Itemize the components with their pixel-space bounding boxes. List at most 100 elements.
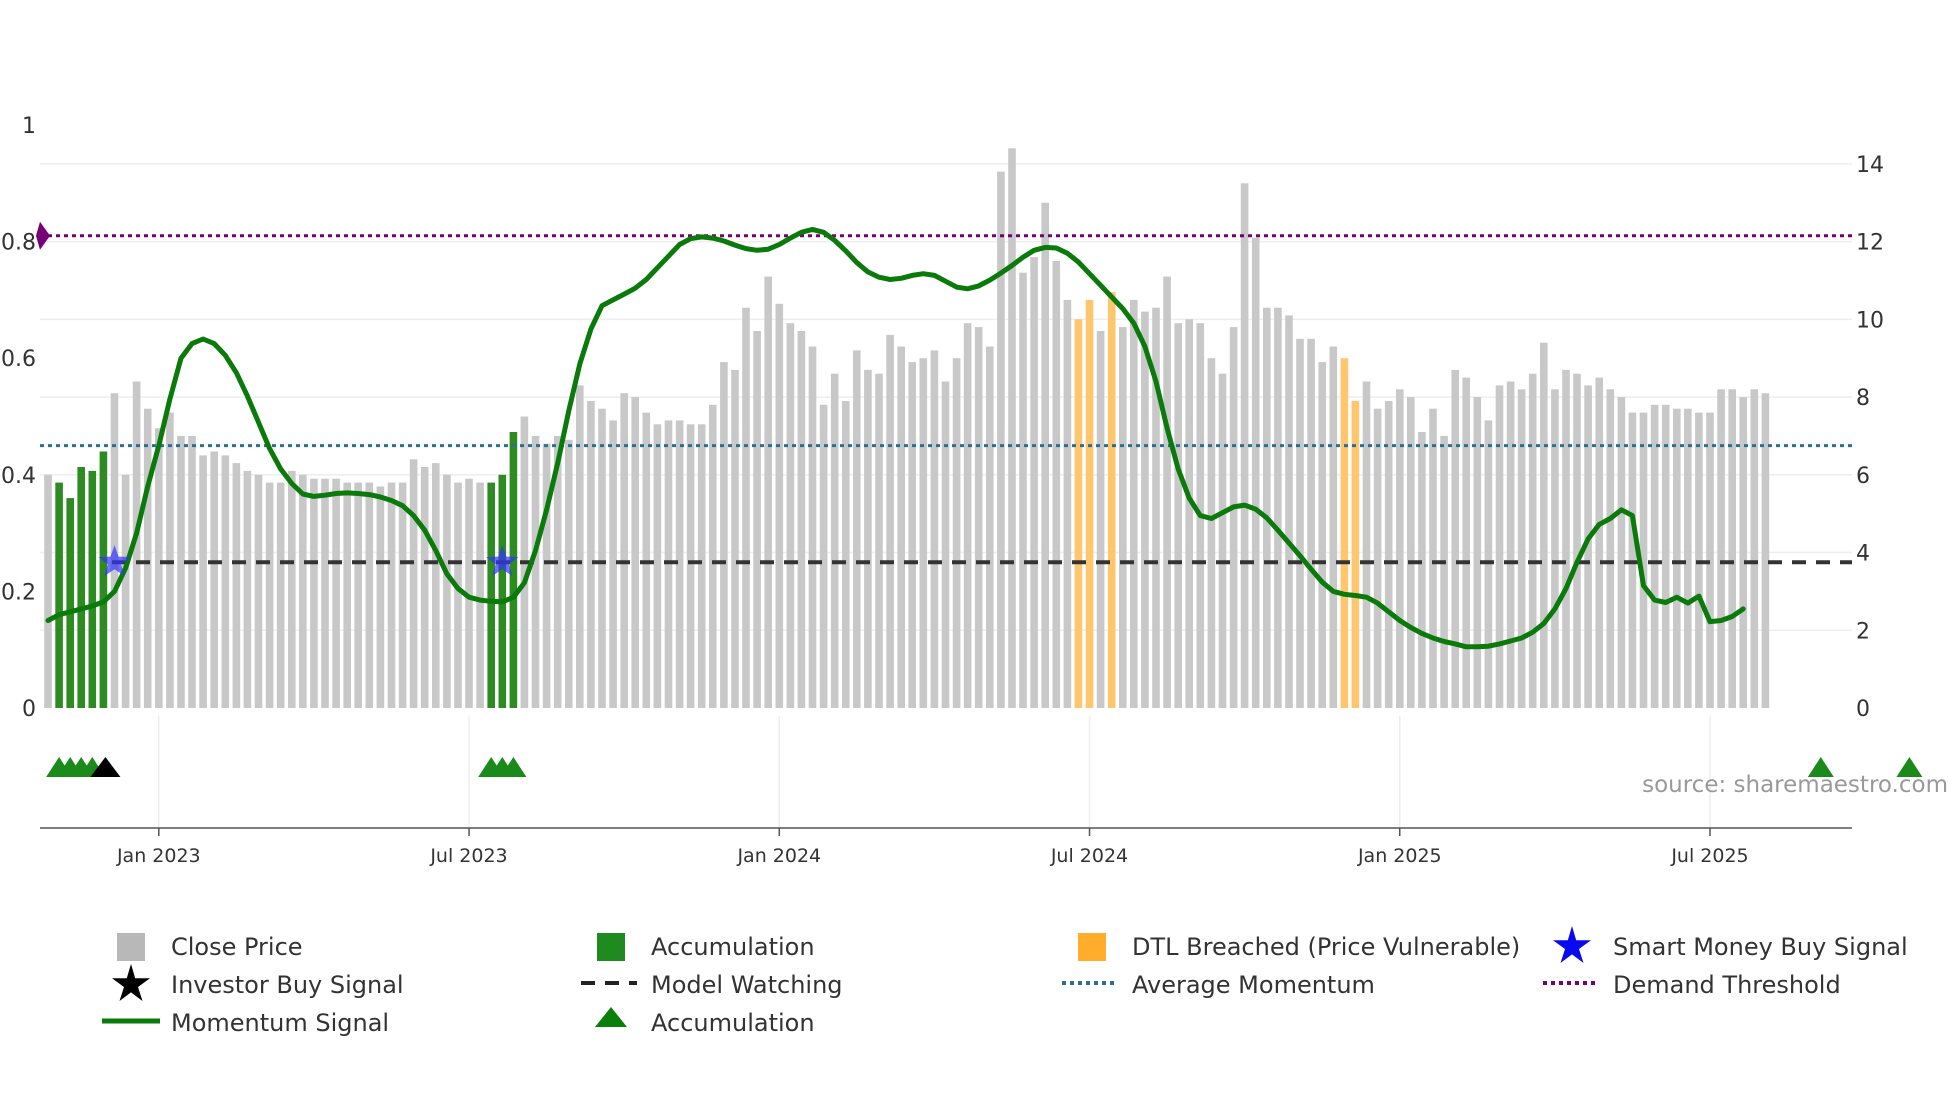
close-price-bar	[819, 404, 828, 708]
legend-model-watching-label: Model Watching	[651, 971, 843, 999]
close-price-bar	[1240, 183, 1249, 709]
close-price-bar	[465, 478, 473, 708]
close-price-bar	[565, 439, 573, 708]
close-price-bar	[1141, 311, 1149, 708]
dtl-breached-bar	[1340, 358, 1349, 708]
right-axis-tick-label: 0	[1856, 697, 1870, 722]
close-price-bar	[1019, 272, 1027, 708]
close-price-bar	[343, 482, 351, 708]
close-price-bar	[908, 362, 916, 708]
close-price-bar	[919, 358, 928, 708]
close-price-bar	[1473, 397, 1482, 708]
close-price-bar	[631, 397, 639, 708]
legend-dtl-label: DTL Breached (Price Vulnerable)	[1132, 933, 1520, 961]
demand-threshold-marker	[36, 221, 50, 250]
legend-close-swatch	[117, 933, 145, 961]
date-tick-label: Jul 2023	[429, 845, 507, 867]
close-price-bar	[44, 474, 52, 708]
close-price-bar	[720, 362, 728, 708]
close-price-bar	[1750, 389, 1759, 708]
left-axis-tick-label: 0.6	[1, 347, 36, 372]
close-price-bar	[974, 327, 983, 708]
legend-accumulation-triangle-icon	[595, 1007, 627, 1027]
accumulation-bar	[55, 482, 63, 708]
bar-series	[44, 148, 1770, 709]
close-price-bar	[930, 350, 939, 708]
close-price-bar	[398, 482, 407, 708]
dtl-breached-bar	[1085, 299, 1094, 708]
accumulation-bar	[498, 474, 507, 708]
close-price-bar	[675, 420, 684, 708]
close-price-bar	[365, 482, 374, 708]
close-price-bar	[853, 350, 861, 708]
close-price-bar	[1373, 408, 1382, 708]
left-axis-tick-label: 0.8	[1, 231, 36, 256]
close-price-bar	[1595, 377, 1603, 708]
close-price-bar	[709, 404, 717, 708]
close-price-bar	[686, 424, 695, 708]
legend-demand-label: Demand Threshold	[1613, 971, 1841, 999]
accumulation-bar	[487, 482, 495, 708]
left-axis-tick-label: 1	[22, 114, 36, 139]
legend-smart-money-label: Smart Money Buy Signal	[1613, 933, 1908, 961]
close-price-bar	[553, 435, 562, 708]
source-label: source: sharemaestro.com	[1642, 772, 1948, 798]
close-price-bar	[1119, 327, 1127, 708]
close-price-bar	[775, 303, 784, 708]
close-price-bar	[443, 474, 451, 708]
close-price-bar	[1307, 338, 1315, 708]
close-price-bar	[1362, 381, 1371, 708]
close-price-bar	[276, 482, 285, 708]
close-price-bar	[254, 474, 263, 708]
accumulation-bar	[509, 432, 518, 708]
close-price-bar	[420, 467, 429, 708]
close-price-bar	[1451, 369, 1459, 708]
close-price-bar	[875, 373, 883, 708]
close-price-bar	[587, 401, 595, 708]
close-price-bar	[1584, 385, 1592, 708]
investor-signal-triangle-icon	[90, 757, 121, 777]
close-price-bar	[210, 451, 218, 708]
close-price-bar	[132, 381, 141, 708]
close-price-bar	[1030, 257, 1038, 708]
close-price-bar	[1717, 389, 1725, 708]
left-axis-tick-label: 0.4	[1, 464, 36, 489]
right-axis-tick-label: 10	[1856, 308, 1884, 333]
date-tick-label: Jul 2024	[1050, 845, 1128, 867]
close-price-bar	[531, 435, 540, 708]
close-price-bar	[1329, 346, 1338, 708]
legend-smart-money-star-icon	[1553, 926, 1591, 963]
close-price-bar	[1274, 307, 1282, 708]
close-price-bar	[1318, 362, 1326, 708]
close-price-bar	[842, 401, 850, 708]
close-price-bar	[1440, 435, 1448, 708]
close-price-bar	[232, 463, 241, 708]
close-price-bar	[542, 443, 551, 708]
close-price-bar	[1540, 342, 1548, 708]
close-price-bar	[764, 276, 772, 708]
dtl-breached-bar	[1107, 292, 1116, 708]
legend-accumulation-triangle-label: Accumulation	[651, 1009, 815, 1037]
close-price-bar	[376, 486, 385, 708]
close-price-bar	[1407, 397, 1415, 708]
close-price-bar	[1251, 237, 1260, 708]
close-price-bar	[155, 428, 163, 708]
accumulation-bar	[77, 467, 85, 708]
close-price-bar	[1384, 401, 1393, 708]
close-price-bar	[221, 455, 230, 708]
close-price-bar	[299, 474, 307, 708]
accumulation-bar	[66, 498, 74, 708]
accumulation-triangle-icon	[500, 757, 527, 777]
close-price-bar	[952, 358, 961, 708]
signal-markers	[36, 221, 1923, 777]
accumulation-triangle-icon	[1896, 757, 1923, 777]
close-price-bar	[830, 373, 839, 708]
close-price-bar	[1052, 261, 1061, 708]
legend-close-label: Close Price	[171, 933, 303, 961]
close-price-bar	[121, 474, 130, 708]
close-price-bar	[332, 478, 340, 708]
axes: Jan 2023 Jul 2023 Jan 2024 Jul 2024 Jan 2025…	[1, 114, 1884, 867]
close-price-bar	[997, 171, 1005, 709]
close-price-bar	[265, 482, 274, 708]
